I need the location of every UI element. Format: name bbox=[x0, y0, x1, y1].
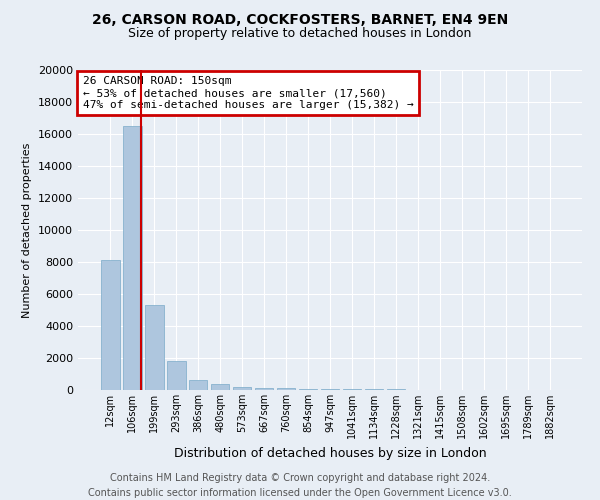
Bar bbox=[211, 384, 229, 390]
Bar bbox=[167, 361, 185, 390]
Text: Size of property relative to detached houses in London: Size of property relative to detached ho… bbox=[128, 28, 472, 40]
Bar bbox=[189, 380, 208, 390]
Y-axis label: Number of detached properties: Number of detached properties bbox=[22, 142, 32, 318]
Bar bbox=[145, 305, 164, 390]
Text: 26, CARSON ROAD, COCKFOSTERS, BARNET, EN4 9EN: 26, CARSON ROAD, COCKFOSTERS, BARNET, EN… bbox=[92, 12, 508, 26]
Bar bbox=[233, 387, 251, 390]
Bar bbox=[320, 389, 340, 390]
Bar bbox=[255, 388, 274, 390]
Bar bbox=[101, 260, 119, 390]
X-axis label: Distribution of detached houses by size in London: Distribution of detached houses by size … bbox=[173, 446, 487, 460]
Bar bbox=[343, 389, 361, 390]
Bar bbox=[299, 388, 317, 390]
Text: 26 CARSON ROAD: 150sqm
← 53% of detached houses are smaller (17,560)
47% of semi: 26 CARSON ROAD: 150sqm ← 53% of detached… bbox=[83, 76, 414, 110]
Bar bbox=[277, 388, 295, 390]
Text: Contains HM Land Registry data © Crown copyright and database right 2024.
Contai: Contains HM Land Registry data © Crown c… bbox=[88, 472, 512, 498]
Bar bbox=[123, 126, 142, 390]
